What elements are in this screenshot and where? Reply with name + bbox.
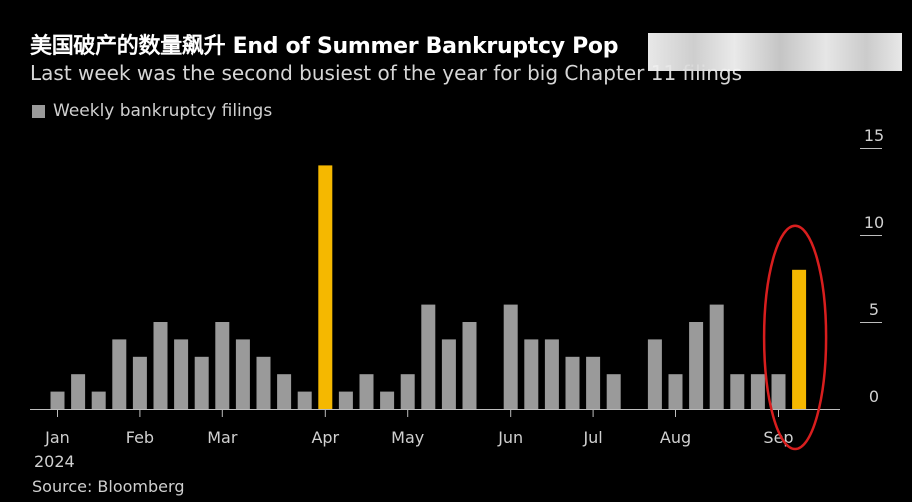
x-tick-label: Jun	[497, 428, 523, 447]
bar	[50, 391, 65, 409]
bar	[400, 374, 415, 409]
bar	[297, 391, 312, 409]
bar	[750, 374, 765, 409]
bar	[544, 339, 559, 409]
legend: Weekly bankruptcy filings	[32, 101, 272, 121]
bar	[730, 374, 745, 409]
x-year-label: 2024	[34, 452, 75, 471]
y-tick-label: 10	[864, 213, 884, 232]
bar	[215, 322, 230, 409]
bar	[524, 339, 539, 409]
bar	[709, 304, 724, 409]
chart-subtitle: Last week was the second busiest of the …	[30, 61, 743, 85]
bar-highlight	[792, 269, 807, 409]
annotation-circle	[762, 224, 828, 451]
legend-label: Weekly bankruptcy filings	[53, 101, 273, 121]
bar	[647, 339, 662, 409]
chart-title: 美国破产的数量飙升 End of Summer Bankruptcy Pop	[30, 34, 619, 59]
x-tick-label: May	[391, 428, 424, 447]
bar	[565, 356, 580, 409]
bar	[421, 304, 436, 409]
bar	[380, 391, 395, 409]
bar	[71, 374, 86, 409]
bar	[277, 374, 292, 409]
redaction-block	[648, 33, 902, 71]
bar	[153, 322, 168, 409]
y-tick-label: 15	[864, 126, 884, 145]
bar	[174, 339, 189, 409]
y-tick-label: 5	[869, 300, 879, 319]
x-tick-label: Aug	[660, 428, 691, 447]
bar	[668, 374, 683, 409]
bar	[606, 374, 621, 409]
x-tick-label: Feb	[126, 428, 154, 447]
bar	[462, 322, 477, 409]
bar	[256, 356, 271, 409]
x-tick-label: Jan	[44, 428, 70, 447]
bar	[503, 304, 518, 409]
bar	[132, 356, 147, 409]
x-tick-label: Jul	[582, 428, 602, 447]
legend-swatch	[32, 104, 45, 118]
y-tick-label: 0	[869, 387, 879, 406]
bar	[235, 339, 250, 409]
bar	[112, 339, 127, 409]
bar	[359, 374, 374, 409]
x-tick-label: Mar	[207, 428, 238, 447]
bar-highlight	[318, 165, 333, 409]
x-tick-label: Apr	[311, 428, 339, 447]
bar	[91, 391, 106, 409]
bar	[586, 356, 601, 409]
bar	[194, 356, 209, 409]
bar	[771, 374, 786, 409]
bar	[689, 322, 704, 409]
bar	[441, 339, 456, 409]
bar	[338, 391, 353, 409]
source-note: Source: Bloomberg	[32, 477, 185, 496]
